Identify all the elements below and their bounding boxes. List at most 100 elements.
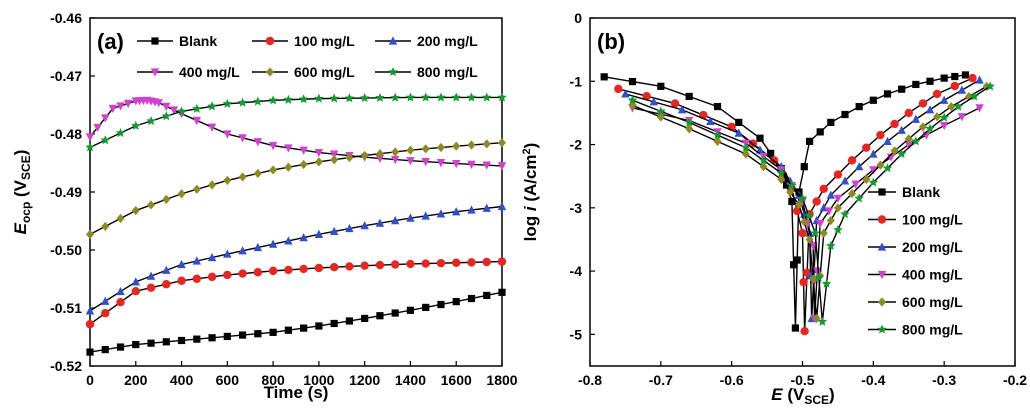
panel-b-point-blank xyxy=(827,118,835,126)
panel-a-point-400-mg-l xyxy=(436,159,446,168)
panel-a-series-line-100-mg-l xyxy=(89,260,503,325)
panel-a-point-100-mg-l xyxy=(467,258,476,267)
panel-b-point-100-mg-l xyxy=(670,99,680,108)
panel-b-point-600-mg-l xyxy=(833,203,842,213)
panel-b-legend-marker-100-mg-l xyxy=(877,215,887,224)
panel-a-point-400-mg-l xyxy=(223,130,232,139)
panel-b-point-800-mg-l xyxy=(787,180,797,190)
panel-b-ytick-label: -2 xyxy=(570,137,583,153)
panel-a-xtick-label: 600 xyxy=(216,372,240,388)
panel-a-point-100-mg-l xyxy=(268,266,278,276)
panel-b-point-800-mg-l xyxy=(712,130,723,140)
panel-a-point-800-mg-l xyxy=(375,92,385,102)
panel-a-ytick-label: -0.52 xyxy=(50,358,82,374)
panel-a-point-600-mg-l xyxy=(436,142,445,153)
panel-a-point-200-mg-l xyxy=(207,252,217,262)
panel-b-point-200-mg-l xyxy=(925,105,935,114)
panel-a-legend-marker-200-mg-l xyxy=(388,36,398,45)
panel-a-xtick-label: 1800 xyxy=(486,372,517,388)
panel-a-series-line-200-mg-l xyxy=(89,205,503,312)
panel-a-point-800-mg-l xyxy=(253,96,263,106)
panel-b-point-600-mg-l xyxy=(876,160,885,170)
panel-a-point-100-mg-l xyxy=(162,280,171,289)
panel-a-legend-entry-400-mg-l: 400 mg/L xyxy=(179,64,240,80)
panel-b-point-100-mg-l xyxy=(614,84,623,94)
panel-a-point-600-mg-l xyxy=(116,213,125,224)
panel-a-point-400-mg-l xyxy=(238,134,247,143)
panel-b-point-blank xyxy=(782,181,791,189)
panel-b-xtick-label: -0.2 xyxy=(1003,372,1027,388)
panel-b-point-100-mg-l xyxy=(968,73,977,83)
panel-a-point-400-mg-l xyxy=(253,138,263,147)
panel-a-legend-marker-blank xyxy=(151,37,159,45)
panel-b-point-800-mg-l xyxy=(833,224,843,235)
panel-a-point-blank xyxy=(284,326,292,334)
panel-a-point-800-mg-l xyxy=(359,93,370,103)
panel-a-point-blank xyxy=(422,303,430,312)
panel-b-point-800-mg-l xyxy=(896,149,907,159)
panel-a-point-400-mg-l xyxy=(482,161,491,170)
panel-b-point-400-mg-l xyxy=(904,140,913,150)
panel-b-point-blank xyxy=(855,102,863,111)
panel-a-point-blank xyxy=(223,332,231,341)
panel-a-point-800-mg-l xyxy=(481,92,492,102)
panel-b-point-800-mg-l xyxy=(817,316,828,326)
panel-b-series xyxy=(600,71,995,336)
panel-a-ticks: 0 200 400 600 800 1000 1200 1400 1600 1800 -0.46 -0… xyxy=(50,10,518,388)
panel-b-point-100-mg-l xyxy=(800,327,809,336)
panel-b-point-200-mg-l xyxy=(897,125,906,134)
panel-a-point-400-mg-l xyxy=(299,146,308,155)
panel-b-legend-entry-blank: Blank xyxy=(902,184,940,200)
panel-b-point-blank xyxy=(791,324,800,332)
panel-a-point-200-mg-l xyxy=(329,226,339,236)
panel-a-point-100-mg-l xyxy=(375,260,385,270)
panel-a-point-100-mg-l xyxy=(116,298,125,307)
panel-a-point-200-mg-l xyxy=(314,229,324,238)
panel-b-legend-marker-600-mg-l xyxy=(878,297,886,307)
panel-a-point-200-mg-l xyxy=(284,236,293,245)
panel-a-point-200-mg-l xyxy=(192,256,202,265)
panel-a-point-blank xyxy=(193,335,201,343)
panel-a-point-blank xyxy=(147,339,155,347)
panel-b-point-200-mg-l xyxy=(819,203,828,212)
panel-b-point-blank xyxy=(940,74,948,82)
panel-a-xtick-label: 400 xyxy=(170,372,194,388)
panel-b-ytick-label: -5 xyxy=(570,326,583,342)
panel-a-point-blank xyxy=(254,330,262,338)
panel-a-point-100-mg-l xyxy=(223,270,232,280)
panel-b-point-blank xyxy=(628,77,637,86)
panel-a-point-400-mg-l xyxy=(93,123,102,133)
panel-a-xtick-label: 200 xyxy=(124,372,148,388)
panel-a-point-600-mg-l xyxy=(192,184,201,194)
panel-b-point-600-mg-l xyxy=(656,112,665,122)
panel-a-point-blank xyxy=(132,340,140,349)
panel-b-point-400-mg-l xyxy=(869,166,878,175)
panel-b-point-100-mg-l xyxy=(792,206,802,216)
panel-b-point-400-mg-l xyxy=(833,194,843,203)
panel-a-point-800-mg-l xyxy=(420,92,431,102)
panel-b-point-blank xyxy=(961,71,970,79)
panel-b-point-blank xyxy=(713,102,722,111)
panel-a-point-blank xyxy=(116,343,125,351)
panel-a-point-600-mg-l xyxy=(223,175,232,185)
panel-b-point-400-mg-l xyxy=(957,113,967,122)
panel-b-point-600-mg-l xyxy=(777,174,786,184)
panel-a-point-100-mg-l xyxy=(299,264,308,274)
panel-a-legend-marker-400-mg-l xyxy=(150,68,160,77)
panel-a-point-200-mg-l xyxy=(101,296,110,305)
panel-b-legend-marker-400-mg-l xyxy=(877,270,887,280)
panel-a-point-800-mg-l xyxy=(268,95,278,105)
panel-a-ytick-label: -0.46 xyxy=(50,10,82,26)
panel-a-point-600-mg-l xyxy=(269,165,278,175)
panel-a-point-100-mg-l xyxy=(207,272,217,282)
panel-a-point-blank xyxy=(300,324,308,332)
panel-a-point-100-mg-l xyxy=(284,265,293,275)
panel-b-point-800-mg-l xyxy=(810,228,821,238)
panel-b-point-800-mg-l xyxy=(741,142,751,152)
panel-a-legend-entry-200-mg-l: 200 mg/L xyxy=(417,33,478,49)
panel-a-point-600-mg-l xyxy=(253,168,262,179)
panel-b-point-100-mg-l xyxy=(798,228,807,238)
panel-a-point-400-mg-l xyxy=(329,150,339,159)
panel-a-point-100-mg-l xyxy=(436,258,446,268)
